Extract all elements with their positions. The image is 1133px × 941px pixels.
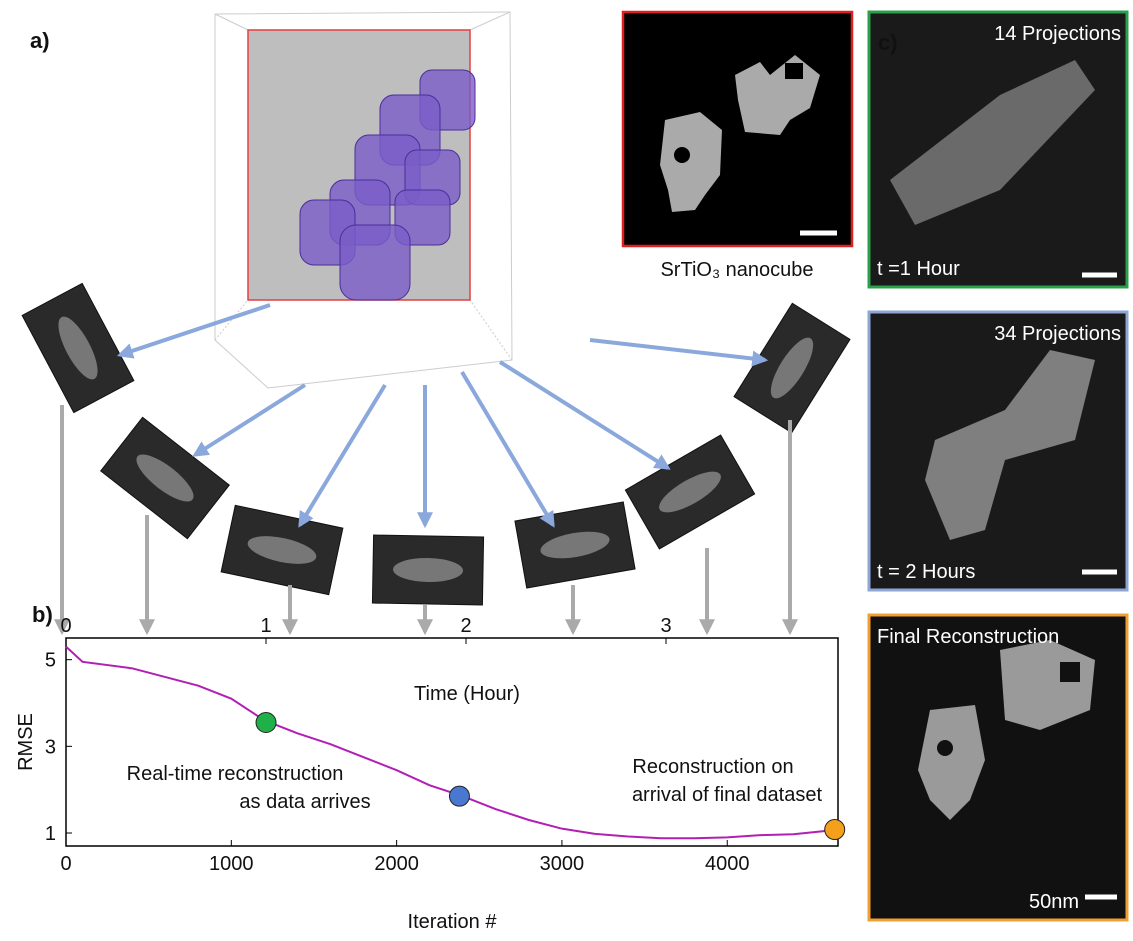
- panel-text: 34 Projections: [994, 323, 1121, 345]
- x2-tick-label: 3: [660, 615, 671, 637]
- projection-tile: [221, 505, 343, 594]
- x-tick-label: 2000: [374, 853, 419, 875]
- y-tick-label: 1: [45, 823, 56, 845]
- x-tick-label: 1000: [209, 853, 254, 875]
- y-tick-label: 3: [45, 736, 56, 758]
- marker: [449, 786, 469, 806]
- projection-tile: [101, 417, 230, 538]
- panel-label: b): [32, 602, 53, 627]
- figure: SrTiO₃ nanocube a) b) c) 14 Projections t =1…: [0, 0, 1133, 936]
- arrow: [195, 385, 305, 455]
- arrow: [120, 305, 270, 355]
- marker: [256, 713, 276, 733]
- x2-tick-label: 2: [460, 615, 471, 637]
- projection-tile: [22, 283, 134, 412]
- x2-axis-label: Time (Hour): [414, 683, 520, 705]
- panel-label: a): [30, 28, 50, 53]
- x-tick-label: 3000: [540, 853, 585, 875]
- x2-tick-label: 1: [260, 615, 271, 637]
- panel-text: t = 2 Hours: [877, 561, 975, 583]
- panel-text: Final Reconstruction: [877, 626, 1059, 648]
- x-axis-label: Iteration #: [408, 911, 498, 933]
- panel-text: 50nm: [1029, 891, 1079, 913]
- panel-label: c): [878, 30, 898, 55]
- rmse-line: [66, 647, 836, 839]
- caption: SrTiO₃ nanocube: [660, 259, 813, 281]
- x-tick-label: 0: [60, 853, 71, 875]
- panel-text: t =1 Hour: [877, 258, 960, 280]
- x-tick-label: 4000: [705, 853, 750, 875]
- y-axis-label: RMSE: [15, 713, 37, 771]
- volume-render: [215, 12, 512, 388]
- c-images: [869, 12, 1127, 920]
- projection-tile: [372, 535, 483, 605]
- slice-image: [623, 12, 852, 246]
- projection-tile: [515, 502, 635, 588]
- arrow: [590, 340, 765, 360]
- annotation: Real-time reconstruction: [127, 763, 344, 785]
- x2-tick-label: 0: [60, 615, 71, 637]
- plot-frame: [66, 638, 838, 846]
- panel-text: 14 Projections: [994, 23, 1121, 45]
- projection-tile: [734, 303, 850, 432]
- annotation: arrival of final dataset: [632, 784, 823, 806]
- y-tick-label: 5: [45, 650, 56, 672]
- arrow: [500, 362, 668, 468]
- marker: [825, 820, 845, 840]
- annotation: as data arrives: [239, 791, 370, 813]
- annotation: Reconstruction on: [632, 756, 793, 778]
- arrow: [462, 372, 553, 525]
- arrow: [300, 385, 385, 525]
